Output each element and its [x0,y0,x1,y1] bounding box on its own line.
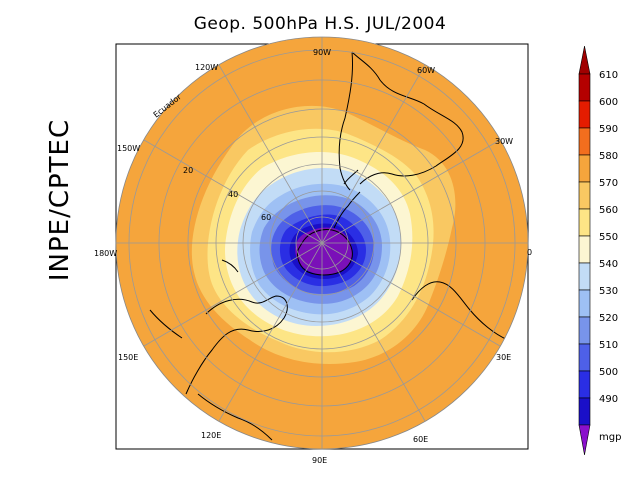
colorbar-label: 490 [599,394,618,405]
colorbar-swatch [578,154,591,183]
meridian-150w [143,139,323,244]
lon-label: 180W [94,249,117,258]
lon-label: 150E [118,353,138,362]
colorbar: 610 600 590 580 570 560 550 540 530 520 510 500 490 [578,45,618,456]
meridian-30e [321,242,501,347]
colorbar-label: 500 [599,367,618,378]
meridian-60e [321,242,426,422]
colorbar-swatch [578,235,591,264]
lon-label: 0 [527,248,532,257]
lon-label: 60E [413,435,428,444]
map-title: Geop. 500hPa H.S. JUL/2004 [193,14,447,34]
lon-label: 150W [117,144,140,153]
lon-label: 90E [312,456,327,465]
colorbar-swatch [578,316,591,345]
colorbar-label: 580 [599,151,618,162]
lon-label: 120E [201,431,221,440]
meridian-150e [143,242,323,347]
lat-label: 60 [261,213,271,222]
colorbar-swatch [578,127,591,156]
colorbar-swatch [578,343,591,372]
colorbar-label: 540 [599,259,618,270]
colorbar-label: 570 [599,178,618,189]
lon-label: 30W [495,137,513,146]
colorbar-label: 530 [599,286,618,297]
colorbar-label: 560 [599,205,618,216]
colorbar-bottom-arrow [578,424,591,456]
colorbar-swatch [578,289,591,318]
band-core [295,227,353,275]
lon-label: 90W [313,48,331,57]
colorbar-swatch [578,100,591,129]
colorbar-swatch [578,73,591,102]
meridian-30w [321,139,501,244]
colorbar-label: 510 [599,340,618,351]
lon-label: 120W [195,63,218,72]
colorbar-swatch [578,181,591,210]
graticule [116,37,528,449]
meridian-120e [218,242,323,422]
meridian-60w [321,64,426,244]
disc-edge [115,36,529,450]
colorbar-label: 520 [599,313,618,324]
longitude-labels: 90W 60W 30W 0 30E 60E 90E 120E 150E 180W… [94,48,532,465]
lat-label: 40 [228,190,238,199]
colorbar-label: 610 [599,70,618,81]
meridian-120w [218,64,323,244]
colorbar-swatch [578,262,591,291]
colorbar-label: 550 [599,232,618,243]
lon-label: 30E [496,353,511,362]
colorbar-swatch [578,397,591,426]
colorbar-swatch [578,370,591,399]
lat-label: 20 [183,166,193,175]
lon-label: 60W [417,66,435,75]
colorbar-swatch [578,208,591,237]
geopotential-field [116,37,528,449]
colorbar-label: 600 [599,97,618,108]
colorbar-label: 590 [599,124,618,135]
colorbar-top-arrow [578,45,591,75]
colorbar-unit: mgp [599,432,622,443]
